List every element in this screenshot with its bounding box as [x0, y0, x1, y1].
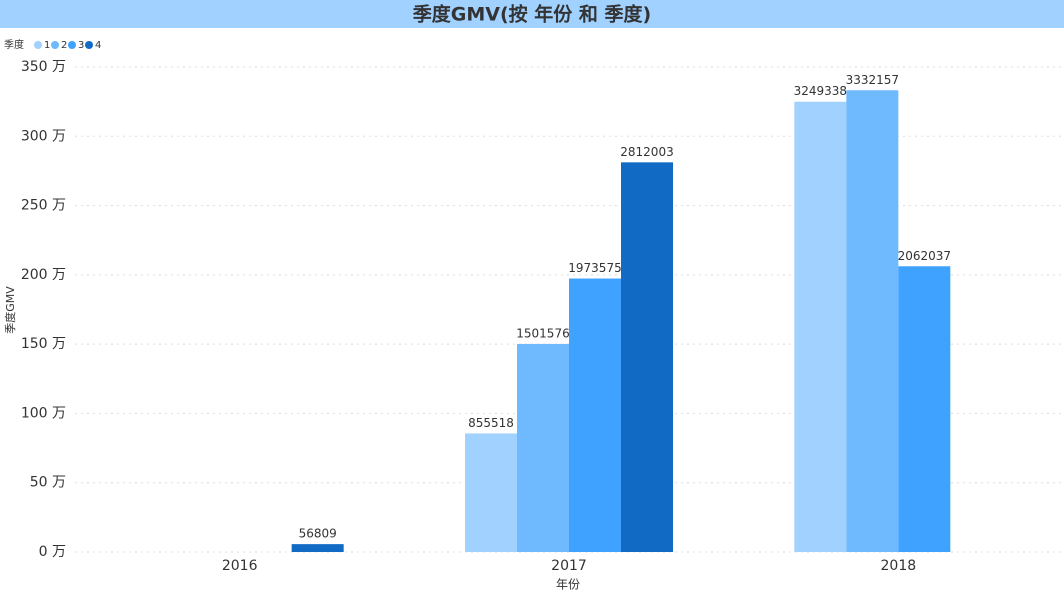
legend-marker	[51, 41, 59, 49]
y-axis-label: 季度GMV	[3, 286, 17, 334]
y-tick-label: 100 万	[21, 405, 66, 421]
legend-title: 季度	[4, 38, 24, 51]
y-tick-label: 250 万	[21, 198, 66, 214]
y-tick-label: 350 万	[21, 59, 66, 75]
y-tick-label: 0 万	[39, 544, 66, 560]
data-label: 3332157	[846, 73, 899, 87]
y-tick-label: 300 万	[21, 128, 66, 144]
legend-marker	[34, 41, 42, 49]
data-label: 3249338	[794, 84, 847, 98]
legend-label: 2	[61, 40, 67, 51]
data-label: 1973575	[568, 261, 621, 275]
bar	[517, 343, 569, 552]
bar	[569, 278, 621, 552]
bar	[898, 266, 951, 552]
title-bar	[0, 0, 1064, 28]
legend-marker	[85, 41, 93, 49]
x-tick-label: 2018	[881, 558, 917, 574]
bar	[846, 90, 899, 553]
data-label: 2812003	[620, 145, 673, 159]
legend-label: 4	[95, 40, 101, 51]
bar	[621, 162, 673, 552]
data-label: 56809	[299, 527, 337, 541]
data-label: 855518	[468, 416, 514, 430]
data-label: 1501576	[516, 326, 569, 340]
bar	[465, 433, 517, 552]
y-tick-label: 200 万	[21, 267, 66, 283]
y-tick-label: 150 万	[21, 336, 66, 352]
legend-label: 3	[78, 40, 84, 51]
x-axis-label: 年份	[556, 578, 580, 592]
bar	[794, 101, 847, 552]
y-tick-label: 50 万	[30, 475, 66, 491]
x-tick-label: 2017	[551, 558, 587, 574]
chart-title: 季度GMV(按 年份 和 季度)	[413, 3, 651, 26]
legend-label: 1	[44, 40, 50, 51]
legend-marker	[68, 41, 76, 49]
x-tick-label: 2016	[222, 558, 258, 574]
data-label: 2062037	[898, 249, 951, 263]
bar	[291, 544, 344, 552]
